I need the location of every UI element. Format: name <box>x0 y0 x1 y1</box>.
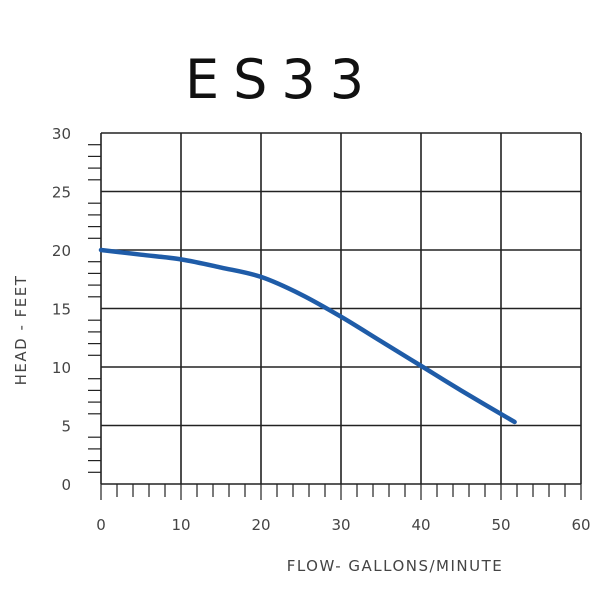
y-tick-label: 25 <box>52 184 71 202</box>
y-tick-label: 0 <box>61 476 71 494</box>
y-tick-label: 10 <box>52 359 71 377</box>
x-tick-label: 10 <box>171 516 190 534</box>
x-tick-label: 60 <box>571 516 590 534</box>
x-tick-label: 30 <box>331 516 350 534</box>
y-tick-label: 15 <box>52 301 71 319</box>
x-tick-label: 40 <box>411 516 430 534</box>
x-tick-label: 20 <box>251 516 270 534</box>
tick-labels: 0 10 20 30 40 50 60 0 5 10 15 20 25 30 <box>52 125 591 534</box>
x-tick-label: 50 <box>491 516 510 534</box>
y-tick-label: 30 <box>52 125 71 143</box>
pump-curve-line <box>98 247 517 425</box>
x-axis-label: FLOW- GALLONS/MINUTE <box>287 557 504 575</box>
series <box>98 247 517 425</box>
y-axis-label: HEAD - FEET <box>12 275 30 386</box>
ticks <box>88 144 582 500</box>
chart-title: ES33 <box>185 48 378 111</box>
y-tick-label: 5 <box>61 418 71 436</box>
y-tick-label: 20 <box>52 242 71 260</box>
grid <box>100 132 582 485</box>
x-tick-label: 0 <box>96 516 106 534</box>
